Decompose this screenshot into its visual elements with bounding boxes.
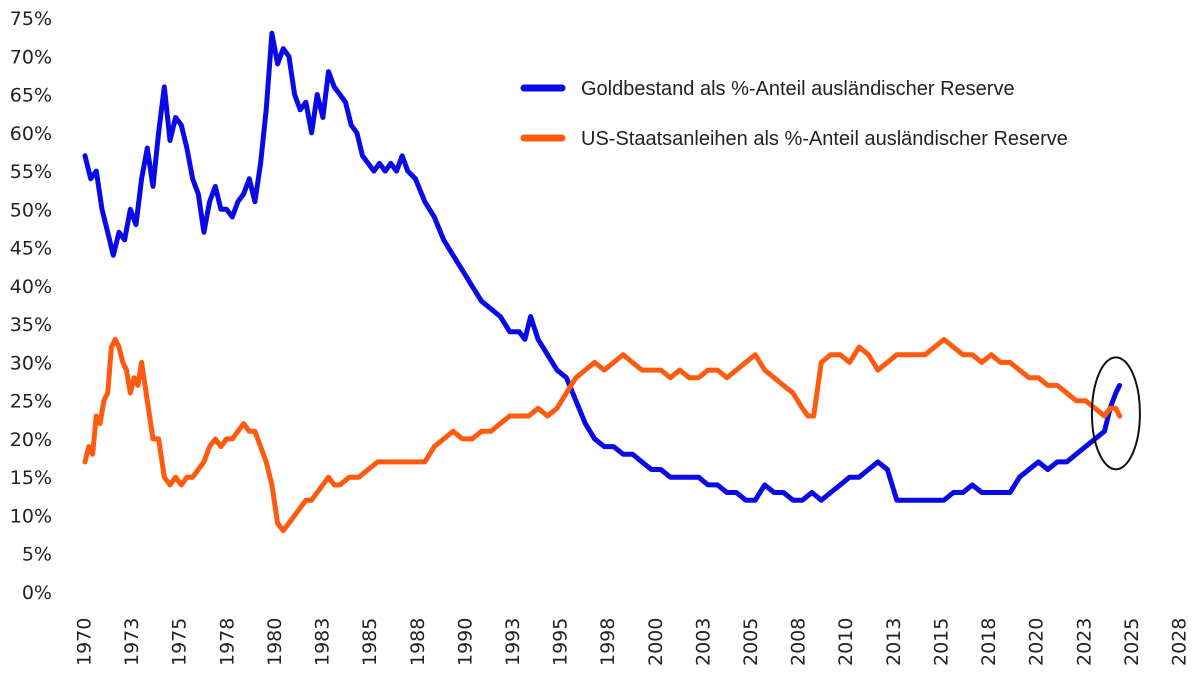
- x-tick-label: 2005: [740, 618, 762, 666]
- x-tick-label: 1983: [312, 618, 334, 666]
- legend-item-gold[interactable]: Goldbestand als %-Anteil ausländischer R…: [520, 78, 1015, 100]
- y-tick-label: 5%: [22, 544, 52, 566]
- x-tick-label: 1990: [454, 618, 476, 666]
- x-tick-label: 1998: [597, 618, 619, 666]
- x-tick-label: 1980: [264, 618, 286, 666]
- x-tick-label: 2010: [835, 618, 857, 666]
- x-tick-label: 1993: [502, 618, 524, 666]
- x-tick-label: 2018: [978, 618, 1000, 666]
- x-tick-label: 1995: [550, 618, 572, 666]
- y-tick-label: 35%: [10, 314, 52, 336]
- y-tick-label: 55%: [10, 161, 52, 183]
- y-tick-label: 20%: [10, 429, 52, 451]
- annotation-layer: [1090, 356, 1141, 471]
- x-tick-label: 1973: [121, 618, 143, 666]
- series-line-gold: [82, 30, 1123, 503]
- x-tick-label: 2008: [788, 618, 810, 666]
- y-tick-label: 70%: [10, 46, 52, 68]
- y-tick-label: 65%: [10, 85, 52, 107]
- y-tick-label: 60%: [10, 123, 52, 145]
- series-layer: [82, 30, 1123, 534]
- x-tick-label: 1988: [407, 618, 429, 666]
- y-axis: 0% 5% 10% 15% 20% 25% 30% 35% 40% 45% 50% 55% 60% 65%…: [10, 8, 52, 604]
- y-tick-label: 10%: [10, 505, 52, 527]
- legend-label-gold: Goldbestand als %-Anteil ausländischer R…: [581, 78, 1015, 100]
- highlight-ellipse: [1090, 356, 1141, 471]
- y-tick-label: 30%: [10, 352, 52, 374]
- legend-label-treasuries: US-Staatsanleihen als %-Anteil ausländis…: [581, 128, 1068, 150]
- x-tick-label: 2025: [1121, 618, 1143, 666]
- y-tick-label: 50%: [10, 199, 52, 221]
- y-tick-label: 25%: [10, 391, 52, 413]
- series-line-treasuries: [82, 336, 1123, 534]
- y-tick-label: 75%: [10, 8, 52, 30]
- x-tick-label: 1970: [74, 618, 96, 666]
- x-tick-label: 2000: [645, 618, 667, 666]
- legend: Goldbestand als %-Anteil ausländischer R…: [520, 78, 1068, 150]
- x-tick-label: 2020: [1026, 618, 1048, 666]
- x-tick-label: 2015: [930, 618, 952, 666]
- x-tick-label: 2023: [1073, 618, 1095, 666]
- y-tick-label: 40%: [10, 276, 52, 298]
- y-tick-label: 45%: [10, 238, 52, 260]
- x-axis: 1970 1973 1975 1978 1980 1983 1985 1988 1990 1993…: [74, 618, 1191, 666]
- y-tick-label: 0%: [22, 582, 52, 604]
- x-tick-label: 2013: [883, 618, 905, 666]
- y-tick-label: 15%: [10, 467, 52, 489]
- x-tick-label: 1985: [359, 618, 381, 666]
- x-tick-label: 1978: [216, 618, 238, 666]
- legend-item-treasuries[interactable]: US-Staatsanleihen als %-Anteil ausländis…: [520, 128, 1068, 150]
- x-tick-label: 2003: [692, 618, 714, 666]
- x-tick-label: 1975: [169, 618, 191, 666]
- x-tick-label: 2028: [1169, 618, 1191, 666]
